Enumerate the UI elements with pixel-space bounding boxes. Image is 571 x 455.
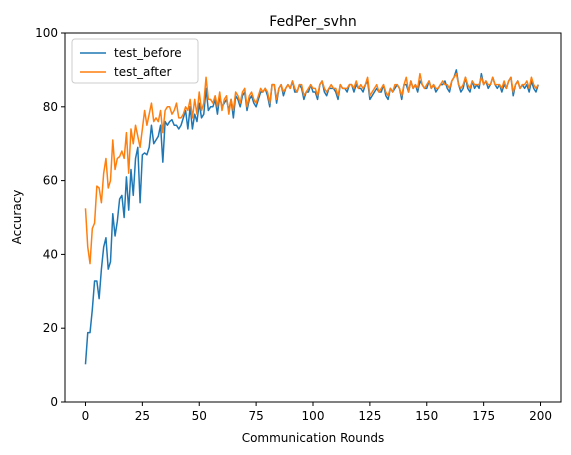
x-tick-label: 100 bbox=[302, 409, 325, 423]
x-tick-label: 50 bbox=[192, 409, 207, 423]
legend: test_before test_after bbox=[71, 38, 199, 84]
x-tick-label: 25 bbox=[135, 409, 150, 423]
y-tick-label: 0 bbox=[50, 395, 58, 409]
series-line-test-before bbox=[84, 69, 539, 365]
legend-label: test_after bbox=[114, 65, 172, 79]
y-tick-label: 20 bbox=[43, 321, 58, 335]
chart-title: FedPer_svhn bbox=[269, 14, 356, 30]
x-tick-label: 125 bbox=[358, 409, 381, 423]
series-line-test-after bbox=[84, 72, 539, 265]
legend-label: test_before bbox=[114, 46, 182, 60]
y-axis-label: Accuracy bbox=[10, 190, 24, 245]
y-axis-ticks: 0 20 40 60 80 100 bbox=[35, 26, 65, 409]
x-axis-ticks: 0 25 50 75 100 125 150 175 200 bbox=[82, 402, 552, 423]
x-tick-label: 0 bbox=[82, 409, 90, 423]
y-tick-label: 40 bbox=[43, 247, 58, 261]
plot-area bbox=[84, 69, 539, 365]
x-tick-label: 150 bbox=[415, 409, 438, 423]
x-tick-label: 175 bbox=[472, 409, 495, 423]
x-tick-label: 75 bbox=[248, 409, 263, 423]
series-lines bbox=[84, 69, 539, 365]
y-tick-label: 100 bbox=[35, 26, 58, 40]
y-tick-label: 60 bbox=[43, 174, 58, 188]
x-axis-label: Communication Rounds bbox=[242, 431, 385, 445]
y-tick-label: 80 bbox=[43, 100, 58, 114]
x-tick-label: 200 bbox=[529, 409, 552, 423]
